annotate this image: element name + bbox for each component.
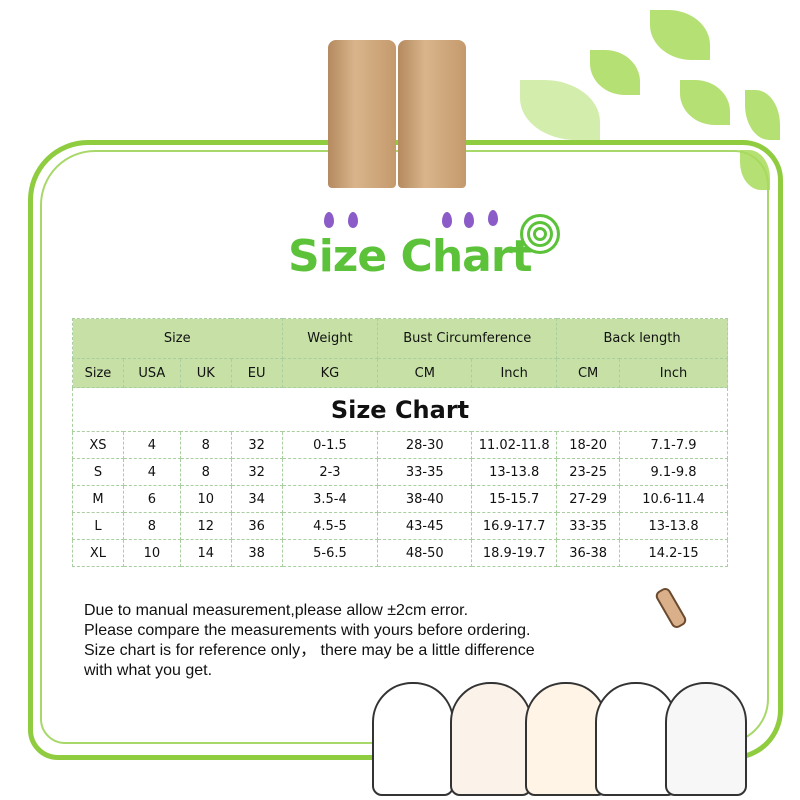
note-line: Please compare the measurements with you… bbox=[84, 622, 531, 639]
cat-illustration bbox=[450, 682, 532, 796]
group-header: Size bbox=[72, 318, 283, 359]
group-header: Bust Circumference bbox=[377, 318, 558, 359]
table-title: Size Chart bbox=[72, 387, 728, 432]
leaf-decoration bbox=[590, 50, 640, 95]
heart-icon bbox=[488, 210, 498, 226]
table-cell: 8 bbox=[179, 431, 232, 459]
table-cell: 32 bbox=[230, 431, 283, 459]
column-header: USA bbox=[122, 358, 181, 388]
table-cell: 15-15.7 bbox=[471, 485, 558, 513]
cat-illustration bbox=[372, 682, 454, 796]
table-cell: 16.9-17.7 bbox=[471, 512, 558, 540]
table-cell: 18-20 bbox=[556, 431, 621, 459]
column-header: Inch bbox=[619, 358, 728, 388]
table-cell: 10.6-11.4 bbox=[619, 485, 728, 513]
table-cell: 14 bbox=[179, 539, 232, 567]
table-cell: 36-38 bbox=[556, 539, 621, 567]
heart-icon bbox=[324, 212, 334, 228]
table-cell: 33-35 bbox=[377, 458, 473, 486]
table-cell: M bbox=[72, 485, 124, 513]
table-cell: 33-35 bbox=[556, 512, 621, 540]
heart-icon bbox=[442, 212, 452, 228]
column-header: Inch bbox=[471, 358, 558, 388]
table-cell: XS bbox=[72, 431, 124, 459]
table-row: M 6 10 34 3.5-4 38-40 15-15.7 27-29 10.6-11.4 bbox=[72, 485, 728, 513]
table-cell: 23-25 bbox=[556, 458, 621, 486]
leaf-decoration bbox=[680, 80, 730, 125]
table-cell: 6 bbox=[122, 485, 181, 513]
table-cell: XL bbox=[72, 539, 124, 567]
table-cell: 4 bbox=[122, 458, 181, 486]
table-cell: 11.02-11.8 bbox=[471, 431, 558, 459]
table-cell: 8 bbox=[179, 458, 232, 486]
cat-illustration bbox=[665, 682, 747, 796]
table-cell: 4 bbox=[122, 431, 181, 459]
column-header: Size bbox=[72, 358, 124, 388]
table-cell: 9.1-9.8 bbox=[619, 458, 728, 486]
table-row: XS 4 8 32 0-1.5 28-30 11.02-11.8 18-20 7.1-7.9 bbox=[72, 431, 728, 459]
table-cell: 8 bbox=[122, 512, 181, 540]
group-header: Weight bbox=[281, 318, 379, 359]
page-title: Size Chart bbox=[288, 231, 533, 282]
column-header: UK bbox=[179, 358, 232, 388]
table-cell: 14.2-15 bbox=[619, 539, 728, 567]
note-line: Due to manual measurement,please allow ±… bbox=[84, 602, 469, 619]
table-cell: 48-50 bbox=[377, 539, 473, 567]
table-cell: 10 bbox=[179, 485, 232, 513]
leaf-decoration bbox=[520, 80, 600, 140]
units-header-row: Size USA UK EU KG CM Inch CM Inch bbox=[72, 358, 728, 388]
table-cell: L bbox=[72, 512, 124, 540]
table-cell: 34 bbox=[230, 485, 283, 513]
table-cell: 3.5-4 bbox=[281, 485, 379, 513]
table-row: XL 10 14 38 5-6.5 48-50 18.9-19.7 36-38 14.2-15 bbox=[72, 539, 728, 567]
column-header: EU bbox=[230, 358, 283, 388]
table-cell: 28-30 bbox=[377, 431, 473, 459]
table-cell: 12 bbox=[179, 512, 232, 540]
column-header: KG bbox=[281, 358, 379, 388]
clothespin-left bbox=[328, 40, 396, 188]
table-cell: 38 bbox=[230, 539, 283, 567]
notes: Due to manual measurement,please allow ±… bbox=[84, 601, 535, 681]
table-cell: 27-29 bbox=[556, 485, 621, 513]
clothespin-right bbox=[398, 40, 466, 188]
spiral-icon bbox=[520, 214, 560, 254]
column-header: CM bbox=[556, 358, 621, 388]
leaf-decoration bbox=[745, 90, 780, 140]
table-cell: 18.9-19.7 bbox=[471, 539, 558, 567]
note-line: with what you get. bbox=[84, 662, 213, 679]
table-row: S 4 8 32 2-3 33-35 13-13.8 23-25 9.1-9.8 bbox=[72, 458, 728, 486]
table-cell: 10 bbox=[122, 539, 181, 567]
table-cell: 2-3 bbox=[281, 458, 379, 486]
table-cell: 4.5-5 bbox=[281, 512, 379, 540]
table-cell: 43-45 bbox=[377, 512, 473, 540]
leaf-decoration bbox=[650, 10, 710, 60]
table-row: L 8 12 36 4.5-5 43-45 16.9-17.7 33-35 13-13.8 bbox=[72, 512, 728, 540]
size-chart-table: Size Chart Size Weight Bust Circumferenc… bbox=[72, 318, 728, 567]
cat-illustration bbox=[525, 682, 607, 796]
table-cell: 32 bbox=[230, 458, 283, 486]
table-cell: 38-40 bbox=[377, 485, 473, 513]
heart-icon bbox=[464, 212, 474, 228]
column-header: CM bbox=[377, 358, 473, 388]
table-cell: 13-13.8 bbox=[471, 458, 558, 486]
table-cell: 5-6.5 bbox=[281, 539, 379, 567]
table-cell: 36 bbox=[230, 512, 283, 540]
table-cell: 7.1-7.9 bbox=[619, 431, 728, 459]
group-header: Back length bbox=[556, 318, 728, 359]
table-cell: 13-13.8 bbox=[619, 512, 728, 540]
heart-icon bbox=[348, 212, 358, 228]
table-cell: 0-1.5 bbox=[281, 431, 379, 459]
note-line: Size chart is for reference only， there … bbox=[84, 642, 535, 659]
table-cell: S bbox=[72, 458, 124, 486]
